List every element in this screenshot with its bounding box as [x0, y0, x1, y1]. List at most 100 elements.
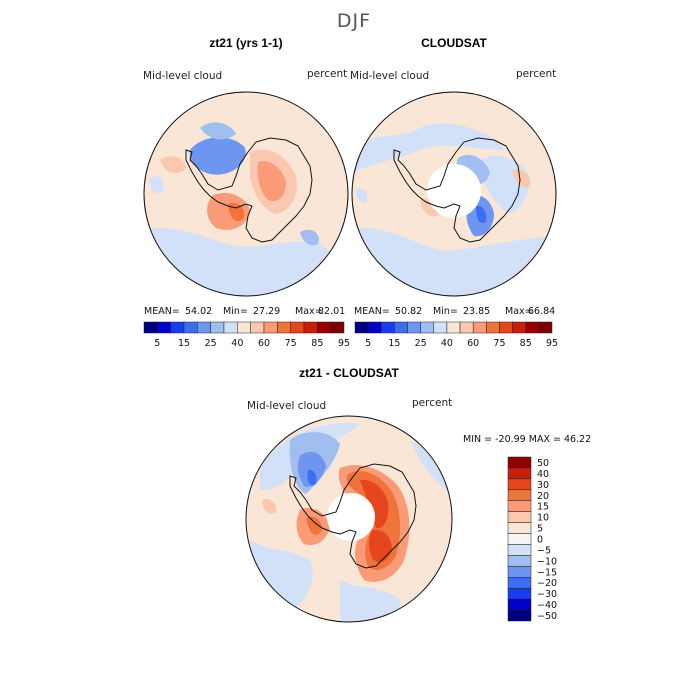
colorbar-swatch	[407, 321, 421, 334]
panel-a-min-label: Min=	[223, 306, 248, 317]
colorbar-swatch	[507, 489, 532, 501]
colorbar-tick-label: 50	[537, 458, 549, 469]
panel-b-max-label: Max=	[505, 306, 533, 317]
panel-a-stats: MEAN= 54.02 Min= 27.29 Max= 82.01	[144, 306, 345, 317]
colorbar-swatch	[237, 321, 251, 334]
panel-b-min: 23.85	[463, 306, 490, 317]
colorbar-tick-label: 10	[537, 513, 549, 524]
colorbar-swatch	[420, 321, 435, 334]
colorbar-swatch	[223, 321, 238, 334]
colorbar-tick-label: 40	[231, 338, 243, 349]
colorbar-tick-label: 15	[178, 338, 190, 349]
colorbar-swatch	[486, 321, 500, 334]
map-panel-diff	[245, 415, 453, 623]
colorbar-swatch	[507, 577, 532, 589]
colorbar-tick-label: 95	[338, 338, 350, 349]
colorbar-swatch	[499, 321, 513, 334]
map-panel-b	[351, 91, 557, 297]
colorbar-tick-label: 15	[537, 502, 549, 513]
panel-b-stats: MEAN= 50.82 Min= 23.85 Max= 66.84	[354, 306, 555, 317]
diff-panel-units: percent	[412, 397, 452, 409]
colorbar-swatch	[507, 587, 532, 600]
colorbar-tick-label: −20	[537, 578, 557, 589]
colorbar-tick-label: −40	[537, 600, 557, 611]
panel-b-units: percent	[516, 68, 556, 80]
colorbar-swatch	[143, 321, 158, 334]
colorbar-tick-label: −50	[537, 611, 557, 622]
colorbar-swatch	[507, 566, 532, 578]
colorbar-swatch	[446, 321, 461, 334]
colorbar-swatch	[277, 321, 291, 334]
colorbar-swatch	[507, 544, 532, 556]
colorbar-swatch	[507, 500, 532, 512]
colorbar-tick-label: 30	[537, 480, 549, 491]
panel-b-max: 66.84	[528, 306, 555, 317]
colorbar-swatch	[381, 321, 395, 334]
colorbar-tick-label: −15	[537, 567, 557, 578]
colorbar-swatch	[507, 533, 532, 545]
colorbar-tick-label: 85	[520, 338, 532, 349]
colorbar-tick-label: 95	[546, 338, 558, 349]
panel-b-min-label: Min=	[433, 306, 458, 317]
colorbar-tick-label: 60	[258, 338, 270, 349]
colorbar-swatch	[330, 321, 345, 334]
colorbar-swatch	[507, 467, 532, 480]
colorbar-tick-label: −30	[537, 589, 557, 600]
colorbar-swatch	[507, 555, 532, 567]
colorbar-swatch	[354, 321, 369, 334]
colorbar-tick-label: 25	[205, 338, 217, 349]
colorbar-tick-label: 15	[388, 338, 400, 349]
diff-panel-minmax: MIN = -20.99 MAX = 46.22	[463, 434, 591, 445]
panel-a-units: percent	[307, 68, 347, 80]
colorbar-tick-label: 5	[154, 338, 160, 349]
panel-b-variable: Mid-level cloud	[350, 70, 429, 82]
panel-b-title: CLOUDSAT	[421, 36, 487, 50]
colorbar-swatch	[507, 609, 532, 622]
colorbar-swatch	[263, 321, 278, 334]
colorbar-tick-label: 5	[537, 524, 543, 535]
colorbar-swatch	[507, 511, 532, 523]
colorbar-swatch	[157, 321, 171, 334]
colorbar-swatch	[170, 321, 185, 334]
colorbar-swatch	[472, 321, 487, 334]
diff-panel-variable: Mid-level cloud	[247, 400, 326, 412]
colorbar-swatch	[197, 321, 211, 334]
panel-a-min: 27.29	[253, 306, 280, 317]
colorbar-tick-label: −5	[537, 545, 551, 556]
colorbar-tick-label: 20	[537, 491, 549, 502]
colorbar-swatch	[507, 522, 532, 534]
panel-a-title: zt21 (yrs 1-1)	[209, 36, 282, 50]
diff-panel-title: zt21 - CLOUDSAT	[299, 366, 399, 380]
colorbar-tick-label: −10	[537, 556, 557, 567]
colorbar-swatch	[512, 321, 526, 334]
colorbar-tick-label: 85	[311, 338, 323, 349]
panel-a-mean: 54.02	[185, 306, 212, 317]
colorbar-panel-b: 5 15 25 40 60 75 85 95	[354, 321, 558, 349]
panel-a-max-label: Max=	[295, 306, 323, 317]
panel-a-variable: Mid-level cloud	[143, 70, 222, 82]
colorbar-swatch	[317, 321, 331, 334]
panel-b-mean: 50.82	[395, 306, 422, 317]
colorbar-swatch	[433, 321, 448, 334]
panel-a-mean-label: MEAN=	[144, 306, 180, 317]
colorbar-panel-a: 5 15 25 40 60 75 85 95	[143, 321, 350, 349]
panel-a-max: 82.01	[318, 306, 345, 317]
colorbar-swatch	[507, 456, 532, 469]
colorbar-tick-label: 0	[537, 535, 543, 546]
colorbar-swatch	[507, 598, 532, 611]
colorbar-tick-label: 60	[467, 338, 479, 349]
colorbar-tick-label: 25	[415, 338, 427, 349]
colorbar-swatch	[459, 321, 474, 334]
colorbar-swatch	[250, 321, 265, 334]
colorbar-tick-label: 40	[537, 469, 549, 480]
season-title: DJF	[337, 10, 371, 32]
panel-b-mean-label: MEAN=	[354, 306, 390, 317]
colorbar-swatch	[210, 321, 225, 334]
colorbar-swatch	[507, 478, 532, 491]
colorbar-swatch	[183, 321, 198, 334]
colorbar-swatch	[394, 321, 408, 334]
colorbar-swatch	[538, 321, 553, 334]
colorbar-swatch	[525, 321, 540, 334]
